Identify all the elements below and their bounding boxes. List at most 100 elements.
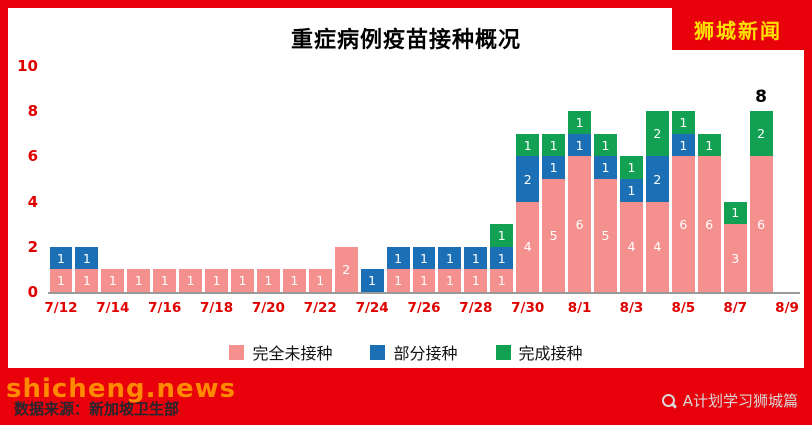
x-tick-label: 7/18 <box>199 300 234 316</box>
bar-segment: 1 <box>490 224 514 247</box>
bar-segment: 1 <box>464 269 488 292</box>
bar-segment-value: 1 <box>212 273 221 289</box>
bar-segment: 1 <box>282 269 306 292</box>
bar-segment: 1 <box>179 269 203 292</box>
bar-segment-value: 5 <box>601 228 610 243</box>
bar-segment-value: 1 <box>316 273 325 289</box>
bar-segment-value: 4 <box>627 239 636 255</box>
bar-segment-value: 1 <box>705 137 714 153</box>
bar-segment: 1 <box>594 156 617 179</box>
bar-segment: 4 <box>619 201 643 292</box>
x-tick-label: 7/16 <box>148 300 182 316</box>
bar-segment-value: 6 <box>679 216 688 232</box>
legend-item: 完成接种 <box>495 340 583 364</box>
chart-panel: 重症病例疫苗接种概况 狮城新闻 0 2 4 6 8 10 1 1 1 1 1 1 1 1 1 1 1 1 1 2 1 1… <box>8 8 804 368</box>
bar-segment-value: 1 <box>549 137 558 153</box>
bar-segment: 1 <box>205 269 228 292</box>
bar-segment: 1 <box>412 246 436 270</box>
bar-segment-value: 1 <box>679 137 688 153</box>
bar-segment-value: 1 <box>627 160 636 176</box>
bar-segment: 1 <box>464 246 488 270</box>
x-tick-label: 8/7 <box>723 300 748 316</box>
legend-swatch <box>370 344 386 360</box>
bar-segment: 1 <box>49 246 73 270</box>
y-tick-label: 0 <box>27 283 38 301</box>
footer: 数据来源：新加坡卫生部 shicheng.news A计划学习狮城篇 <box>0 368 812 425</box>
bar-segment: 1 <box>490 269 514 292</box>
bar-segment: 6 <box>697 156 721 292</box>
y-tick-label: 10 <box>17 57 38 75</box>
bar-segment-value: 1 <box>420 250 428 266</box>
bar-segment: 1 <box>438 269 462 292</box>
y-tick-label: 2 <box>27 237 38 256</box>
bar-segment: 1 <box>619 156 643 179</box>
bar-segment: 5 <box>594 179 617 292</box>
bar-segment-value: 2 <box>653 171 662 187</box>
x-tick-label: 7/30 <box>511 300 545 316</box>
bar-segment-value: 1 <box>471 250 480 266</box>
legend-item: 部分接种 <box>370 340 458 364</box>
brand-text: 狮城新闻 <box>694 18 782 43</box>
bar-segment-value: 1 <box>601 160 610 176</box>
bar-segment-value: 1 <box>394 250 403 266</box>
bar-segment-value: 6 <box>575 216 584 232</box>
x-tick-label: 7/26 <box>407 300 441 316</box>
bar-segment-value: 1 <box>160 273 169 289</box>
chart-title: 重症病例疫苗接种概况 <box>290 28 521 53</box>
bar-segment: 2 <box>645 156 669 202</box>
bar-segment: 2 <box>516 156 540 202</box>
bar-segment: 6 <box>671 156 695 292</box>
bar-segment: 1 <box>671 133 695 157</box>
x-axis: 7/12 7/14 7/16 7/18 7/20 7/22 7/24 7/26 7/28 7/30… <box>44 300 804 320</box>
legend-item: 完全未接种 <box>229 340 332 364</box>
bar-segment: 1 <box>75 246 99 270</box>
bar-segment-value: 1 <box>108 273 117 289</box>
bar-segment-value: 1 <box>56 250 65 266</box>
bar-segment: 1 <box>568 111 592 134</box>
x-tick-label: 7/22 <box>303 300 337 316</box>
bar-segment: 2 <box>645 111 669 157</box>
bar-segment: 1 <box>75 269 99 292</box>
bar-segment-value: 1 <box>445 273 454 289</box>
bar-segment-value: 1 <box>731 205 740 221</box>
x-tick-label: 7/28 <box>459 300 493 316</box>
bar-segment: 2 <box>749 111 773 157</box>
bar-segment: 1 <box>412 269 436 292</box>
bar-segment: 1 <box>49 269 73 292</box>
bar-segment-value: 1 <box>82 273 91 289</box>
bar-segment-value: 1 <box>238 273 247 289</box>
bar-segment-value: 3 <box>731 250 740 266</box>
bar-segment: 4 <box>516 201 540 292</box>
credit: A计划学习狮城篇 <box>661 390 798 411</box>
bar-segment-value: 1 <box>601 137 610 153</box>
bar-segment: 6 <box>749 156 773 292</box>
legend-swatch <box>495 344 511 360</box>
bar-segment: 1 <box>438 246 462 270</box>
bar-segment: 1 <box>542 133 566 157</box>
bar-segment: 1 <box>568 133 592 157</box>
bar-segment-value: 1 <box>575 137 584 153</box>
bar-segment: 1 <box>542 156 566 179</box>
bar-segment: 1 <box>490 246 514 270</box>
bar-segment: 1 <box>231 269 254 292</box>
bar-segment: 1 <box>697 133 721 157</box>
bar-segment: 1 <box>516 133 540 157</box>
x-tick-label: 8/9 <box>775 300 799 316</box>
bar-segment-value: 4 <box>653 239 662 255</box>
bar-segment-value: 5 <box>549 228 558 243</box>
bar-segment-value: 1 <box>186 273 195 289</box>
x-tick-label: 8/1 <box>567 300 592 316</box>
bar-segment-value: 6 <box>757 216 766 232</box>
legend: 完全未接种 部分接种 完成接种 <box>8 340 804 364</box>
bar-segment-value: 1 <box>264 273 273 289</box>
y-tick-label: 4 <box>27 192 38 211</box>
magnifier-icon <box>661 393 677 409</box>
y-tick-label: 6 <box>27 147 38 166</box>
bar-segment-value: 4 <box>523 239 532 255</box>
bar-segment-value: 1 <box>497 250 506 266</box>
bar-segment: 1 <box>153 269 177 292</box>
bar-segment-value: 1 <box>82 250 91 266</box>
x-tick-label: 7/12 <box>44 300 78 316</box>
